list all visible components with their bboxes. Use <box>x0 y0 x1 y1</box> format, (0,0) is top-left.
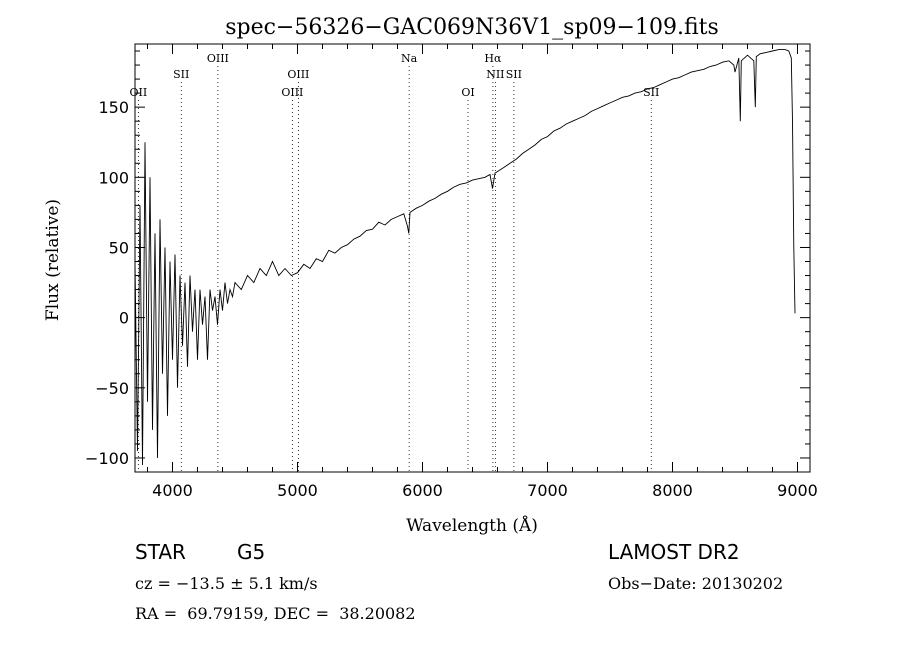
obs-date-text: Obs−Date: 20130202 <box>608 574 784 593</box>
emission-line-label: OIII <box>287 68 309 81</box>
object-subclass: G5 <box>237 540 266 564</box>
x-tick-label: 7000 <box>527 481 568 500</box>
emission-line-label: OII <box>130 86 148 99</box>
emission-line-label: SII <box>506 68 522 81</box>
x-tick-label: 5000 <box>277 481 318 500</box>
object-class: STAR <box>135 540 186 564</box>
x-axis-label: Wavelength (Å) <box>406 515 538 536</box>
redshift-text: cz = −13.5 ± 5.1 km/s <box>135 574 318 593</box>
y-tick-label: 50 <box>109 238 129 257</box>
emission-line-label: OIII <box>207 52 229 65</box>
y-tick-label: −50 <box>95 379 129 398</box>
emission-line-label: Hα <box>484 52 502 65</box>
chart-title: spec−56326−GAC069N36V1_sp09−109.fits <box>225 15 719 40</box>
y-axis-label: Flux (relative) <box>43 199 63 321</box>
emission-line-label: NII <box>486 68 504 81</box>
y-tick-label: 150 <box>98 98 129 117</box>
spectrum-line <box>134 49 796 466</box>
survey-name: LAMOST DR2 <box>608 540 740 564</box>
y-tick-label: 0 <box>119 309 129 328</box>
emission-line-label: OIII <box>281 86 303 99</box>
axis-ticks: 4000 5000 6000 7000 8000 9000 −100 −50 0 50 100 150 <box>85 44 818 500</box>
x-tick-label: 6000 <box>402 481 443 500</box>
plot-frame <box>134 43 811 473</box>
x-tick-label: 8000 <box>652 481 693 500</box>
emission-line-label: SII <box>173 68 189 81</box>
coordinates-text: RA = 69.79159, DEC = 38.20082 <box>135 604 416 623</box>
emission-line-label: Na <box>401 52 418 65</box>
emission-line-label: OI <box>461 86 474 99</box>
x-tick-label: 9000 <box>777 481 818 500</box>
spectrum-series <box>134 49 796 466</box>
plot-border <box>134 43 811 473</box>
y-tick-label: −100 <box>85 449 129 468</box>
y-tick-label: 100 <box>98 168 129 187</box>
x-tick-label: 4000 <box>152 481 193 500</box>
